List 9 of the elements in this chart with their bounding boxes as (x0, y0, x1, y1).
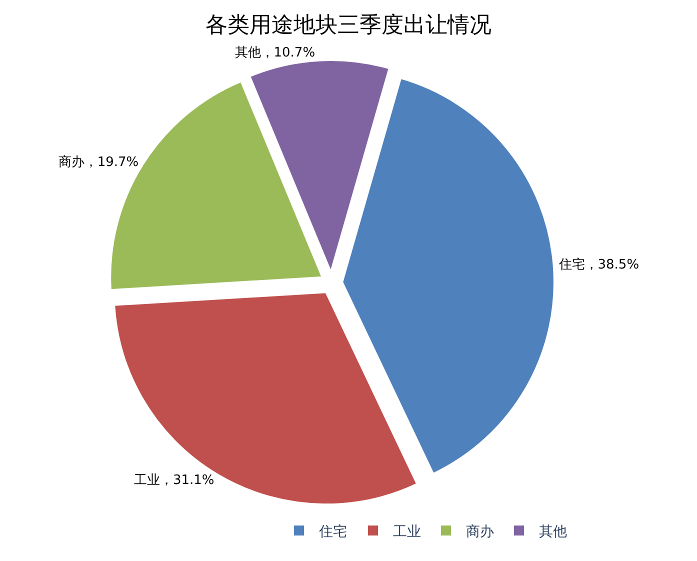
data-label: 商办，19.7% (58, 155, 139, 170)
legend-label: 其他 (539, 524, 567, 540)
legend-label: 商办 (466, 524, 494, 540)
legend-label: 住宅 (318, 524, 347, 540)
data-label: 工业，31.1% (134, 473, 214, 488)
chart-title: 各类用途地块三季度出让情况 (206, 13, 492, 38)
legend-label: 工业 (393, 524, 421, 540)
data-label: 住宅，38.5% (558, 256, 640, 273)
data-label: 其他，10.7% (234, 45, 316, 60)
